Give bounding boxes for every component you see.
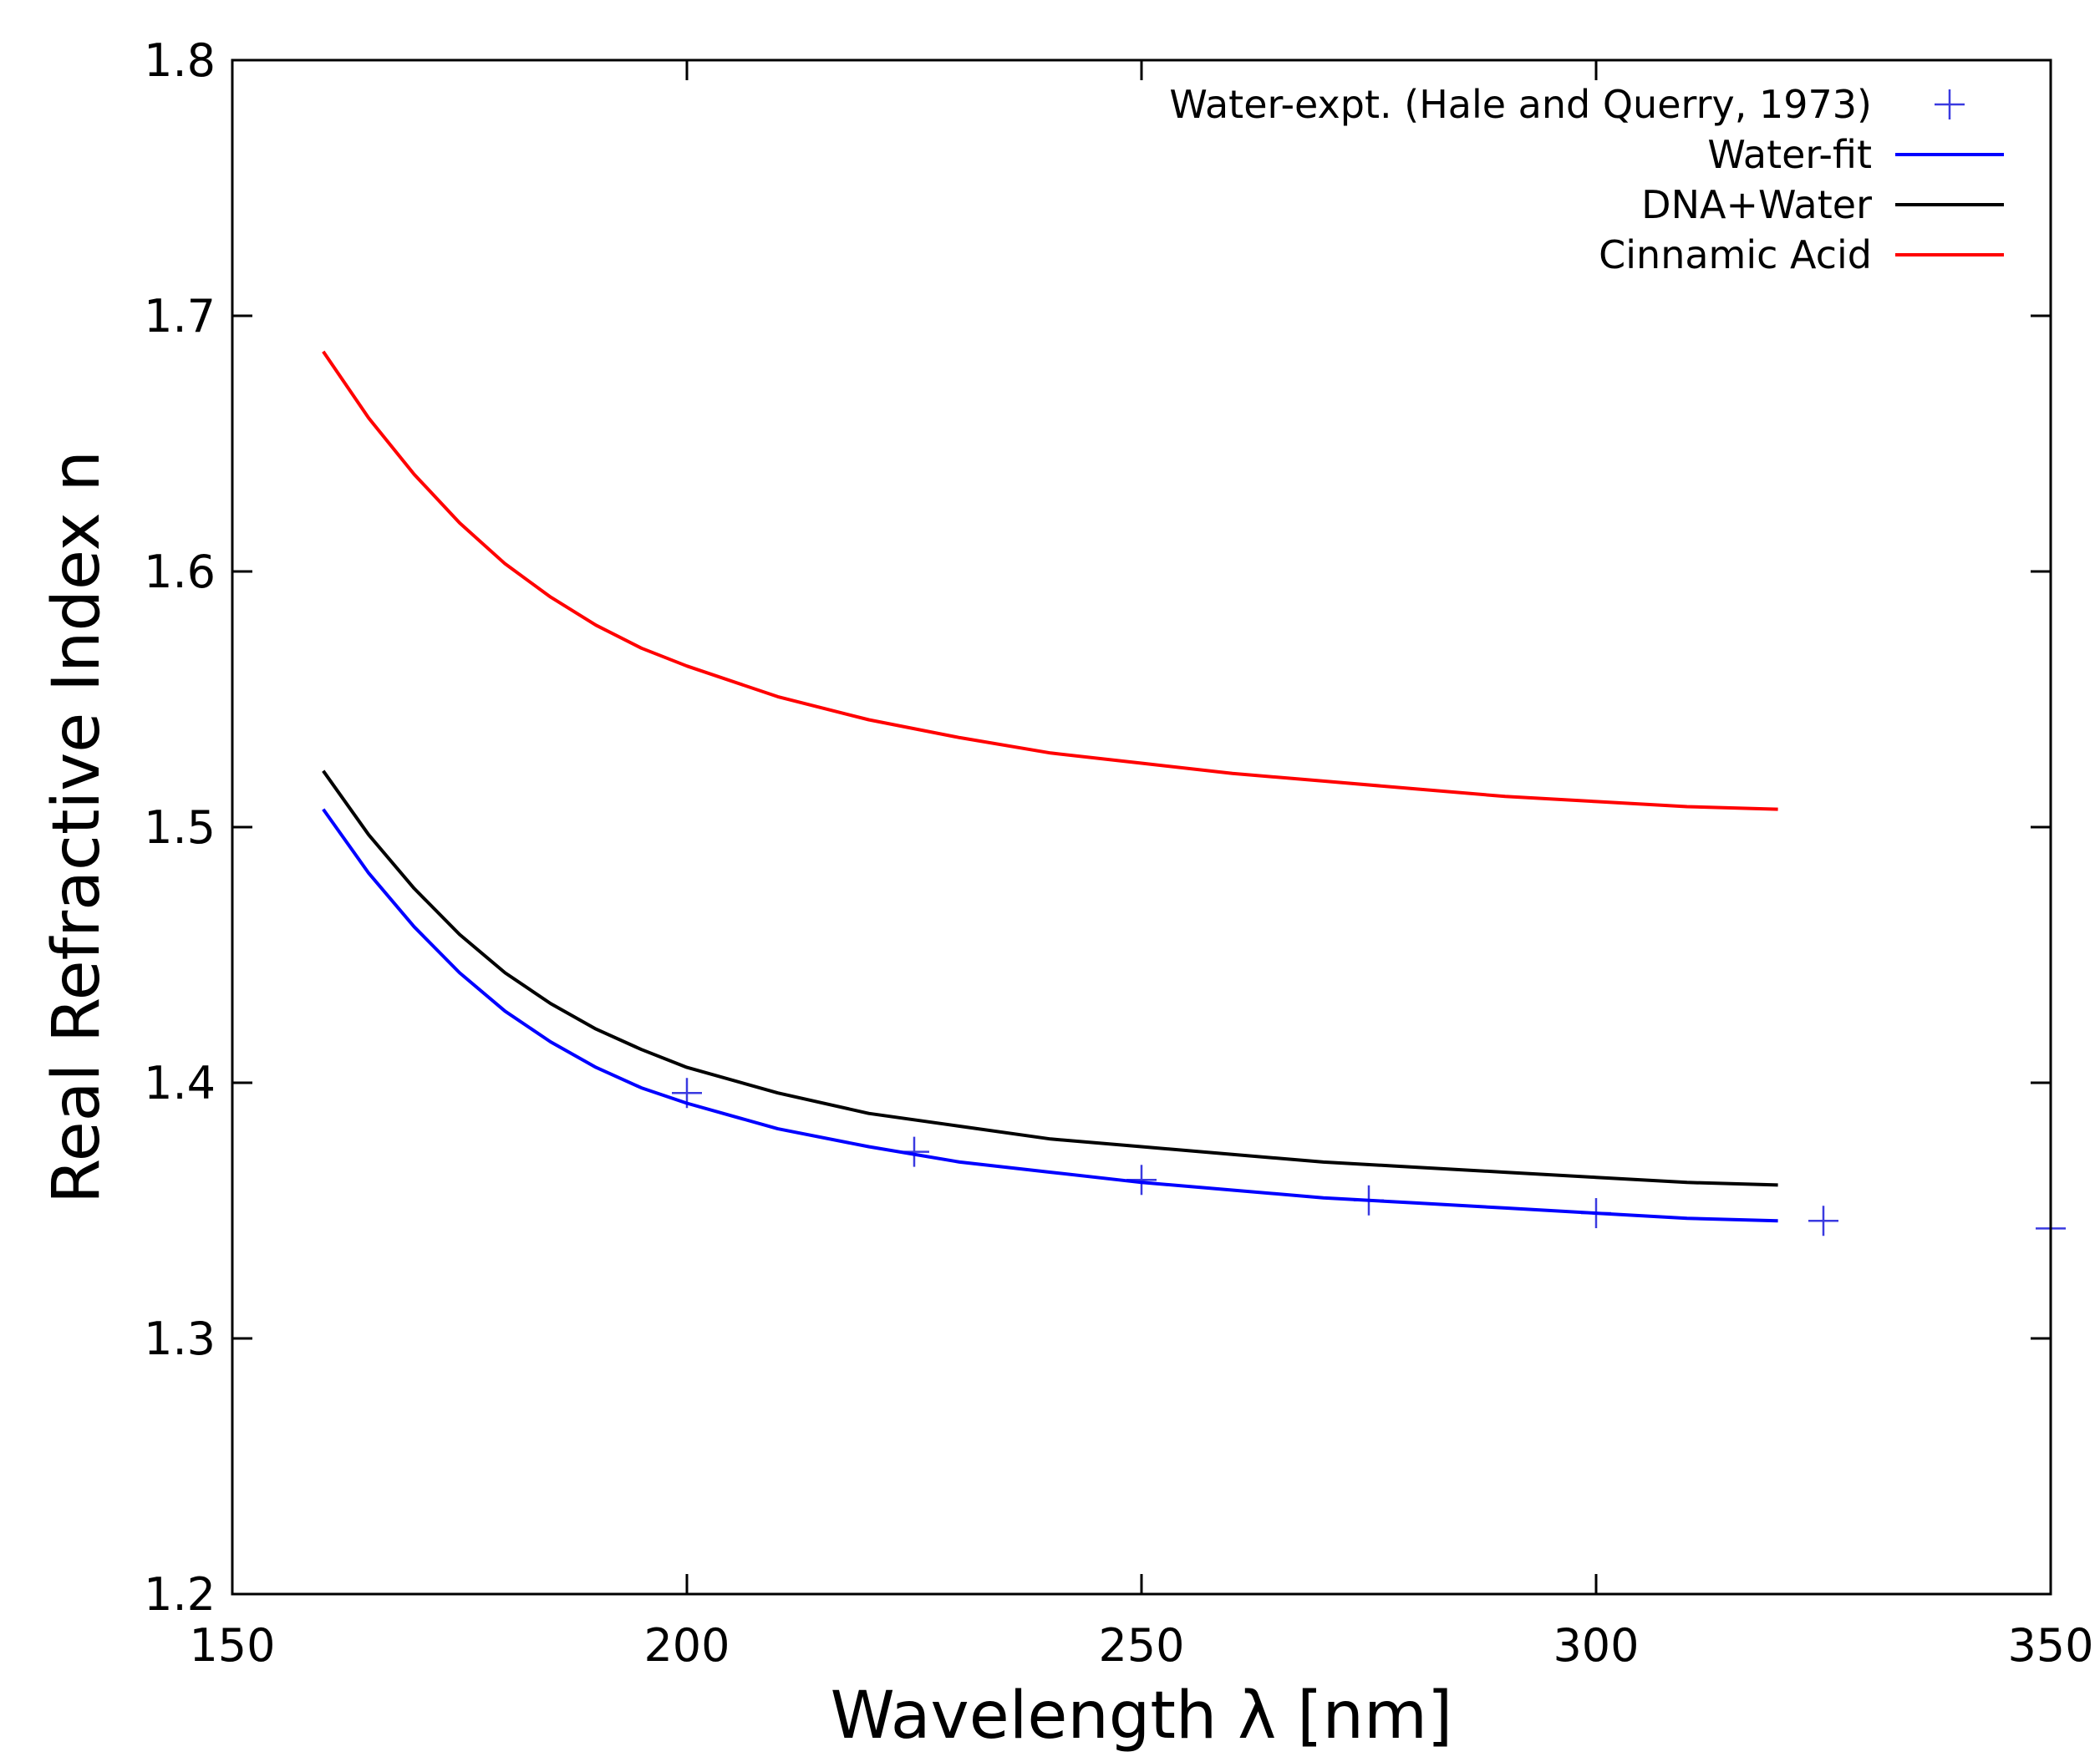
x-axis-title: Wavelength λ [nm]	[831, 1678, 1453, 1754]
legend-label-water-expt: Water-expt. (Hale and Querry, 1973)	[1169, 82, 1872, 127]
y-tick-label: 1.2	[144, 1568, 216, 1621]
x-tick-label: 200	[643, 1619, 730, 1672]
legend-label-dna-water: DNA+Water	[1641, 182, 1872, 227]
legend-swatch-water-expt	[1935, 89, 1965, 119]
y-tick-label: 1.6	[144, 546, 216, 598]
legend-label-water-fit: Water-fit	[1707, 132, 1872, 177]
data-point	[1808, 1206, 1838, 1236]
x-tick-label: 350	[2007, 1619, 2093, 1672]
legend-swatches	[1895, 89, 2004, 256]
x-tick-label: 250	[1098, 1619, 1184, 1672]
series-line-cinnamic-acid	[322, 350, 1778, 811]
y-tick-label: 1.8	[144, 34, 216, 87]
plot-frame	[231, 58, 2052, 1596]
legend-label-cinnamic-acid: Cinnamic Acid	[1599, 232, 1872, 277]
y-tick-label: 1.3	[144, 1313, 216, 1365]
x-tick-label: 300	[1553, 1619, 1639, 1672]
y-tick-label: 1.7	[144, 290, 216, 343]
y-tick-label: 1.4	[144, 1057, 216, 1110]
series-line-water-fit	[322, 808, 1778, 1223]
axis-tick-labels: 150 200 250 300 350 1.2 1.3 1.4 1.5 1.6 1.7 1.8	[144, 34, 2093, 1672]
legend: Water-expt. (Hale and Querry, 1973) Wate…	[1169, 82, 1872, 277]
y-tick-label: 1.5	[144, 801, 216, 854]
x-tick-label: 150	[189, 1619, 275, 1672]
plot-series	[322, 350, 2066, 1244]
y-axis-title: Real Refractive Index n	[39, 450, 114, 1204]
series-line-dna-water	[322, 769, 1778, 1187]
